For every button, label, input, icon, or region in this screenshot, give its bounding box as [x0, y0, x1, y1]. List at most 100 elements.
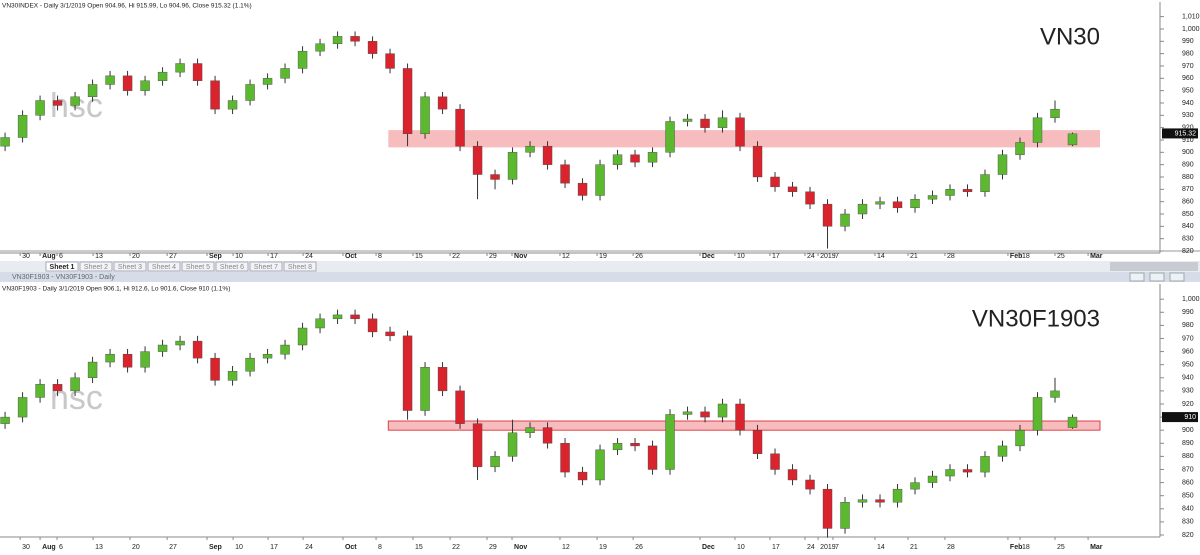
candle-body	[17, 115, 28, 138]
candle-body	[700, 118, 710, 128]
y-tick-label: 940	[1182, 100, 1194, 107]
candle-body	[35, 384, 45, 398]
sheet-tab-label[interactable]: Sheet 7	[254, 264, 278, 271]
y-tick-label: 970	[1182, 335, 1194, 342]
y-tick-label: 930	[1182, 112, 1194, 119]
sheet-tab[interactable]	[147, 261, 181, 272]
sheet-tab-label[interactable]: Sheet 6	[220, 264, 244, 271]
x-tick-label: 13	[95, 253, 103, 260]
x-tick-label: Feb	[1010, 544, 1022, 551]
candle-body	[210, 80, 220, 110]
candle-body	[857, 203, 868, 215]
sheet-tab-bar	[0, 261, 1200, 272]
sheet-tab-label[interactable]: Sheet 1	[50, 264, 75, 271]
x-tick-label: 6	[59, 544, 63, 551]
candle-body	[17, 397, 28, 418]
candle-body	[1015, 142, 1025, 155]
scrollbar[interactable]	[1110, 262, 1198, 271]
candle-body	[490, 174, 500, 180]
x-tick-label: Oct	[345, 544, 357, 551]
x-tick-label: 15	[415, 253, 423, 260]
candle-body	[52, 100, 63, 106]
chart-name: VN30F1903	[972, 305, 1100, 332]
candle-body	[665, 414, 675, 470]
candle-body	[910, 198, 920, 209]
x-tick-label: 7	[835, 544, 839, 551]
candle-body	[927, 475, 938, 483]
candle-body	[682, 411, 693, 415]
x-tick-label: 30	[22, 253, 30, 260]
x-tick-label: 19	[599, 253, 607, 260]
candle-body	[350, 36, 360, 42]
candle-body	[560, 164, 570, 184]
close-button[interactable]	[1169, 272, 1185, 282]
x-tick-label: 6	[59, 253, 63, 260]
x-tick-label: Sep	[209, 253, 222, 260]
candle-body	[402, 335, 413, 411]
candle-body	[332, 314, 343, 320]
y-tick-label: 820	[1182, 248, 1194, 255]
y-tick-label: 980	[1182, 50, 1194, 57]
sheet-tab-label[interactable]: Sheet 2	[84, 264, 108, 271]
candle-body	[962, 469, 973, 473]
sheet-tab[interactable]	[249, 261, 283, 272]
y-tick-label: 990	[1182, 38, 1194, 45]
sheet-tab-label[interactable]: Sheet 8	[288, 264, 312, 271]
sheet-tab-label[interactable]: Sheet 4	[152, 264, 176, 271]
candle-body	[822, 488, 833, 529]
y-tick-label: 890	[1182, 440, 1194, 447]
y-tick-label: 850	[1182, 211, 1194, 218]
candle-body	[525, 427, 535, 434]
candle-body	[437, 367, 448, 392]
x-tick-label: 25	[1057, 544, 1065, 551]
candle-body	[385, 53, 395, 69]
candle-body	[1032, 117, 1043, 143]
candle-body	[350, 314, 360, 320]
candle-body	[245, 84, 255, 101]
y-tick-label: 900	[1182, 427, 1194, 434]
candle-body	[682, 118, 693, 122]
candle-body	[472, 145, 483, 175]
sheet-tab[interactable]	[79, 261, 113, 272]
candle-body	[280, 68, 290, 79]
candle-body	[787, 469, 798, 481]
candle-body	[402, 68, 413, 135]
candle-body	[542, 427, 553, 444]
sheet-tab[interactable]	[283, 261, 317, 272]
candle-body	[752, 429, 763, 454]
sheet-tab[interactable]	[45, 261, 79, 272]
candle-body	[787, 186, 798, 192]
x-tick-label: Dec	[702, 544, 715, 551]
x-tick-label: 10	[737, 253, 745, 260]
maximize-button[interactable]	[1149, 272, 1165, 282]
candle-body	[1032, 397, 1043, 431]
candle-body	[735, 403, 745, 431]
candle-body	[805, 191, 815, 205]
x-tick-label: Mar	[1090, 253, 1103, 260]
candle-body	[717, 403, 728, 418]
x-tick-label: 17	[772, 544, 780, 551]
x-tick-label: 2019	[820, 544, 836, 551]
minimize-button[interactable]	[1129, 272, 1145, 282]
x-tick-label: 10	[235, 544, 243, 551]
sheet-tab[interactable]	[215, 261, 249, 272]
candle-body	[822, 203, 833, 227]
candle-body	[122, 353, 133, 368]
sheet-tab[interactable]	[113, 261, 147, 272]
sheet-tab[interactable]	[181, 261, 215, 272]
x-tick-label: 20	[132, 253, 140, 260]
candle-body	[875, 201, 885, 205]
x-tick-label: 12	[562, 544, 570, 551]
x-tick-label: 21	[910, 253, 918, 260]
candle-body	[630, 443, 640, 447]
sheet-tab-label[interactable]: Sheet 3	[118, 264, 142, 271]
candle-body	[700, 411, 710, 418]
y-tick-label: 860	[1182, 199, 1194, 206]
x-tick-label: Dec	[702, 253, 715, 260]
candle-body	[910, 482, 920, 490]
x-tick-label: 26	[635, 544, 643, 551]
y-tick-label: 1,000	[1182, 296, 1200, 303]
candle-body	[647, 152, 658, 163]
sheet-tab-label[interactable]: Sheet 5	[186, 264, 210, 271]
